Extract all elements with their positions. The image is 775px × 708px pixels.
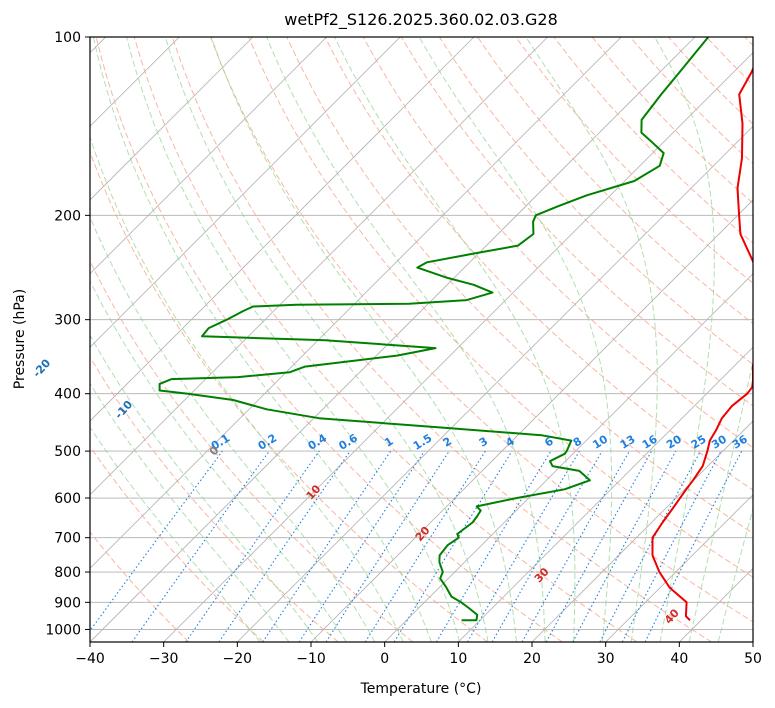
mixing-ratio-line [572,450,677,642]
x-tick-label: −20 [223,651,253,667]
x-tick-label: 50 [744,651,762,667]
background-lines [90,37,753,642]
y-tick-label: 600 [54,491,81,507]
y-tick-label: 300 [54,313,81,329]
y-tick-label: 500 [54,444,81,460]
dry-adiabat-line [90,150,488,642]
dry-adiabat-line [90,259,414,642]
x-tick-label: −10 [296,651,326,667]
x-tick-label: 40 [670,651,688,667]
mixing-ratio-line [325,450,450,642]
mixing-ratio-line [298,450,425,642]
dry-adiabat-line [90,445,264,642]
moist-adiabat-line [525,37,658,642]
moist-adiabat-line [688,358,753,642]
moist-adiabat-line [164,37,489,642]
isotherm-line [458,346,753,642]
x-tick-label: −40 [75,651,105,667]
isotherm-line [384,273,753,642]
moist-adiabat-line [418,37,613,642]
dry-adiabat-line [248,37,753,578]
isotherm-line [163,52,753,642]
dry-adiabat-line [90,356,339,642]
moist-adiabat-line [90,215,376,642]
x-tick-label: 30 [597,651,615,667]
moist-adiabat-line [90,334,319,642]
dry-adiabat-line [515,37,753,284]
mixing-ratio-line [90,450,223,632]
dry-adiabat-line [95,37,563,642]
isotherm-line [90,37,548,496]
isotherm-line [531,420,753,642]
y-axis-ticks: 100 200 300 400 500 600 700 800 900 1000 [45,30,90,638]
isotherm-line [90,37,254,201]
x-tick-label: −30 [149,651,179,667]
dry-adiabat-line [400,37,753,407]
isotherm-line [605,494,753,642]
mixing-ratio-line [644,450,743,642]
dry-adiabat-line [210,37,753,623]
y-tick-label: 900 [54,595,81,611]
dewpoint-line [158,37,710,622]
moist-adiabat-line [126,37,461,642]
mixing-ratio-line [131,450,270,642]
dry-adiabat-line [438,37,753,366]
isotherm-line [90,37,475,422]
chart-title: wetPf2_S126.2025.360.02.03.G28 [284,10,558,30]
isotherm-line [90,37,401,348]
moist-adiabat-line [266,37,546,642]
moist-adiabat-line [90,426,261,642]
y-tick-label: 1000 [45,622,81,638]
mixing-ratio-line [521,450,630,642]
y-tick-label: 100 [54,30,81,46]
moist-adiabat-line [90,135,404,642]
y-tick-label: 800 [54,565,81,581]
dry-adiabat-line [171,37,712,642]
y-tick-label: 400 [54,387,81,403]
dry-adiabat-line [286,37,753,534]
mixing-ratio-line [185,450,320,642]
y-tick-label: 700 [54,531,81,547]
mixing-ratio-line [218,450,351,642]
isotherm-line [90,37,327,275]
moist-adiabat-line [92,37,432,642]
x-tick-label: 0 [380,651,389,667]
x-tick-label: 10 [449,651,467,667]
y-tick-label: 200 [54,208,81,224]
temperature-line [651,66,753,622]
plot-frame [89,36,754,643]
moist-adiabat-line [210,37,517,642]
x-axis-label: Temperature (°C) [360,681,482,697]
mixing-ratio-line [393,450,513,642]
moist-adiabat-line [90,382,290,642]
mixing-ratio-line [545,450,653,642]
x-tick-label: 20 [523,651,541,667]
dry-adiabat-line [90,531,190,642]
isotherm-line [90,37,696,642]
mixing-ratio-line [262,450,392,642]
x-axis-ticks: −40 −30 −20 −10 0 10 20 30 40 50 [75,642,762,667]
y-axis-label: Pressure (hPa) [12,289,28,389]
profile-lines [158,37,753,622]
